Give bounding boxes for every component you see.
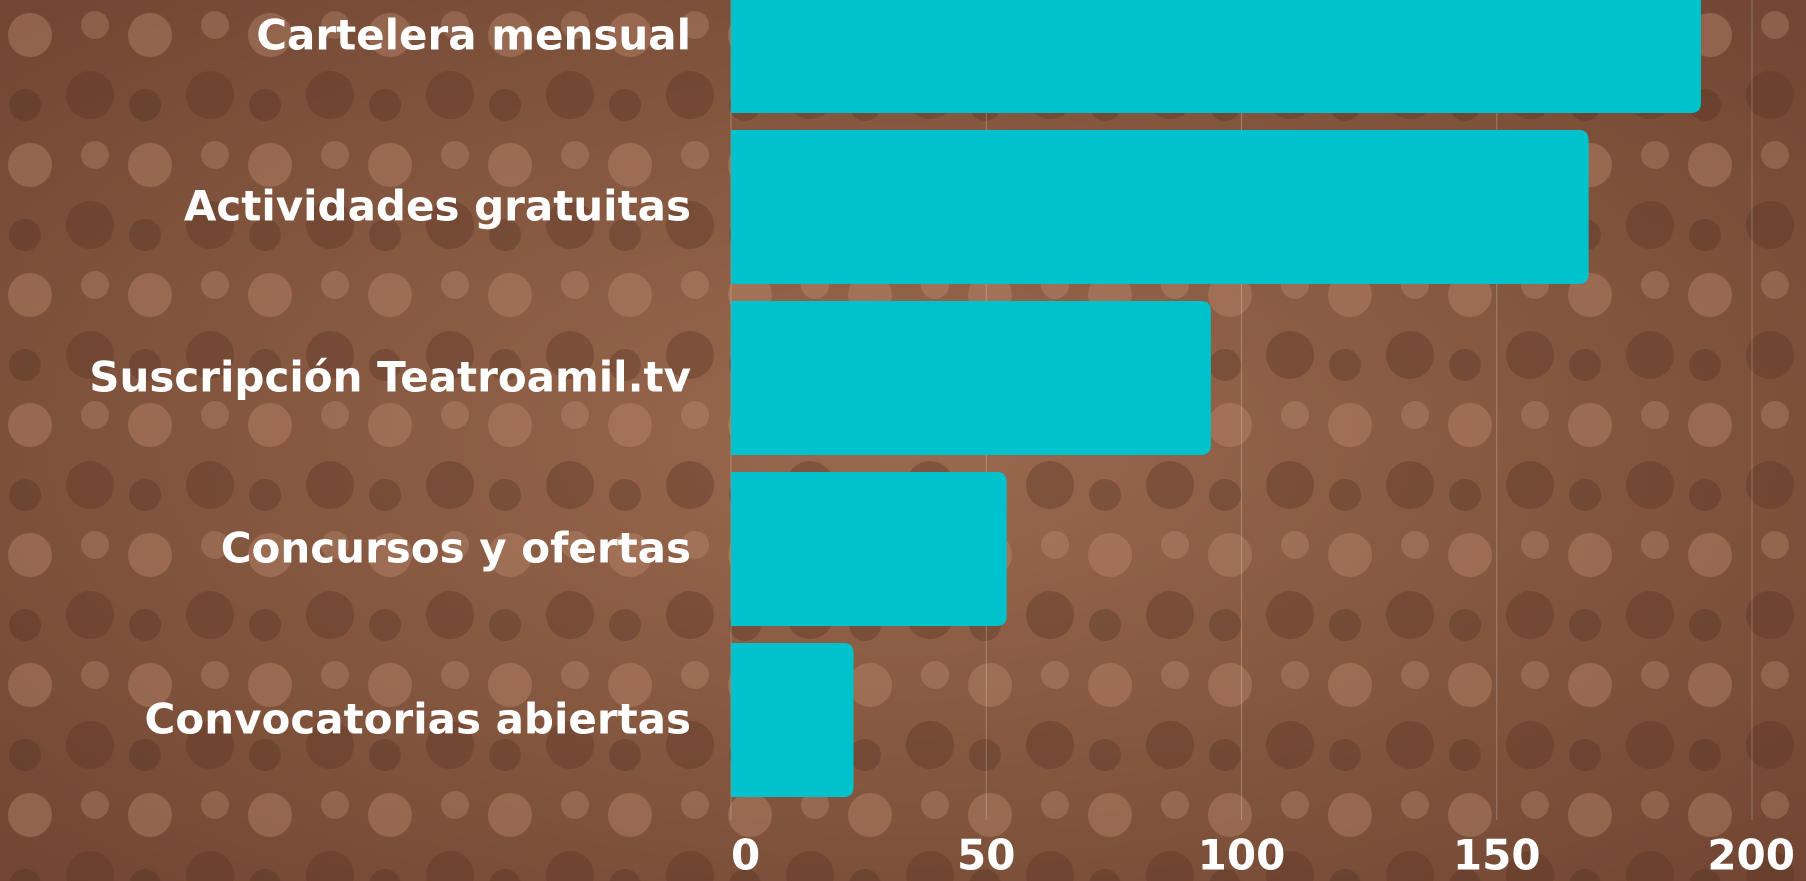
y-tick-label: Concursos y ofertas (221, 524, 691, 573)
x-tick-label: 200 (1707, 831, 1795, 880)
y-tick-label: Cartelera mensual (256, 11, 691, 60)
y-tick-label: Suscripción Teatroamil.tv (89, 353, 691, 402)
y-tick-label: Convocatorias abiertas (145, 695, 691, 744)
chart: 0 50 100 150 200 Cartelera mensual Actividades… (0, 0, 1806, 881)
x-tick-label: 50 (957, 831, 1015, 880)
bar (731, 472, 1007, 626)
bar (731, 643, 854, 797)
bar (731, 301, 1211, 455)
x-tick-label: 0 (731, 831, 760, 880)
page: 0 50 100 150 200 Cartelera mensual Actividades… (0, 0, 1806, 881)
bar (731, 0, 1701, 113)
x-tick-label: 100 (1198, 831, 1286, 880)
y-tick-label: Actividades gratuitas (184, 182, 691, 231)
x-tick-label: 150 (1453, 831, 1541, 880)
bar (731, 130, 1589, 284)
